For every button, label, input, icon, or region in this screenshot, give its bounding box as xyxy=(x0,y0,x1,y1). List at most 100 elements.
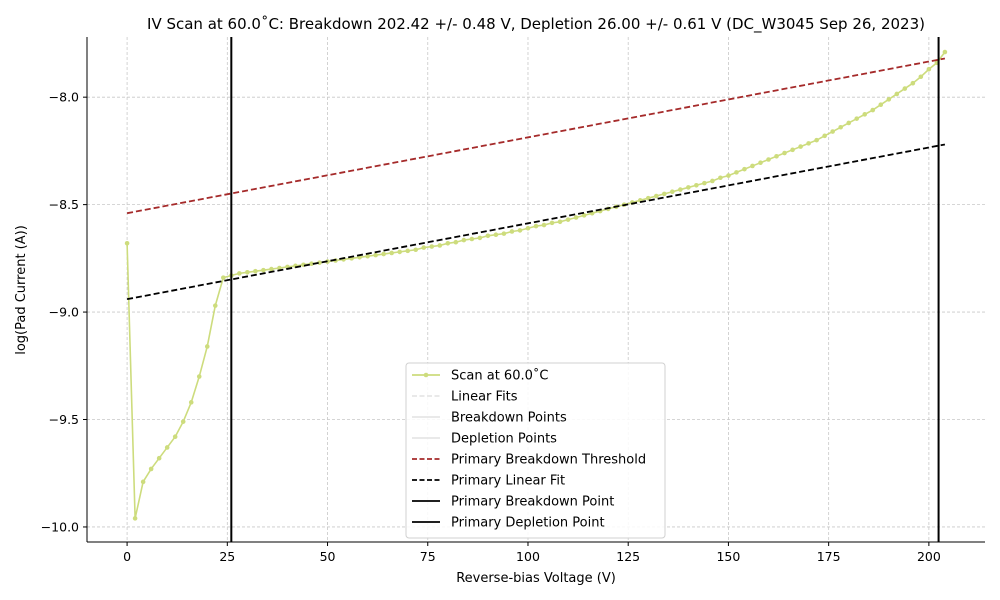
legend-label: Primary Linear Fit xyxy=(451,474,565,489)
y-tick-label: −8.0 xyxy=(49,90,79,105)
scan-data-point xyxy=(758,160,763,166)
scan-data-point xyxy=(397,249,402,255)
plot-area xyxy=(124,37,948,542)
scan-data-point xyxy=(910,80,916,86)
scan-data-point xyxy=(774,153,779,159)
x-tick-label: 100 xyxy=(516,549,540,564)
scan-data-point xyxy=(670,189,675,195)
scan-data-point xyxy=(509,229,515,234)
scan-data-point xyxy=(188,400,194,405)
scan-data-point xyxy=(790,147,795,153)
scan-data-point xyxy=(710,178,715,184)
scan-data-point xyxy=(477,235,483,241)
scan-data-point xyxy=(253,268,258,274)
scan-data-point xyxy=(245,270,250,275)
scan-data-point xyxy=(718,175,723,181)
x-tick-label: 0 xyxy=(123,549,131,564)
scan-data-point xyxy=(309,261,314,267)
scan-data-point xyxy=(533,223,539,229)
scan-data-point xyxy=(124,240,130,246)
scan-data-point xyxy=(421,245,427,250)
scan-data-point xyxy=(678,187,683,192)
scan-data-point xyxy=(645,195,651,201)
legend-label: Primary Breakdown Threshold xyxy=(451,453,646,468)
scan-data-point xyxy=(413,247,419,253)
scan-data-point xyxy=(846,120,851,126)
scan-data-point xyxy=(902,86,908,91)
scan-data-point xyxy=(204,344,210,349)
primary-breakdown-threshold-line xyxy=(126,57,946,215)
legend: Scan at 60.0˚C Linear Fits Breakdown Point… xyxy=(405,362,666,539)
scan-data-point xyxy=(221,275,226,280)
chart-title: IV Scan at 60.0˚C: Breakdown 202.42 +/- … xyxy=(147,15,925,34)
scan-data-point xyxy=(469,236,475,242)
scan-data-point xyxy=(261,267,266,273)
scan-data-point xyxy=(838,124,843,130)
scan-data-point xyxy=(429,244,435,249)
scan-data-point xyxy=(269,266,274,272)
scan-data-point xyxy=(702,180,707,186)
scan-data-point xyxy=(517,228,523,233)
scan-data-point xyxy=(237,271,242,276)
scan-data-point xyxy=(501,231,507,236)
scan-data-point xyxy=(694,182,699,188)
scan-data-point xyxy=(196,374,202,379)
legend-label: Primary Depletion Point xyxy=(451,516,605,531)
scan-data-point xyxy=(180,419,186,424)
scan-data-point xyxy=(798,144,803,149)
scan-data-point xyxy=(750,163,755,169)
scan-data-point xyxy=(573,215,579,220)
scan-data-point xyxy=(132,516,138,521)
scan-data-point xyxy=(830,129,835,134)
scan-data-point xyxy=(653,193,659,199)
scan-data-point xyxy=(926,66,932,72)
legend-label: Primary Breakdown Point xyxy=(451,495,614,510)
scan-data-point xyxy=(381,251,386,257)
scan-data-point xyxy=(405,248,411,254)
scan-data-point xyxy=(878,102,884,107)
x-tick-label: 200 xyxy=(917,549,941,564)
scan-data-point xyxy=(862,112,868,117)
scan-data-point xyxy=(541,222,547,228)
scan-data-point xyxy=(686,185,691,190)
legend-box xyxy=(405,362,666,539)
y-axis-title: log(Pad Current (A)) xyxy=(14,225,29,355)
y-tick-label: −8.5 xyxy=(49,197,79,212)
scan-data-point xyxy=(373,252,378,258)
scan-data-point xyxy=(485,233,491,239)
scan-data-point xyxy=(525,225,531,231)
scan-data-point xyxy=(782,150,787,156)
scan-data-point xyxy=(734,170,739,175)
scan-data-point xyxy=(164,445,170,450)
scan-data-point xyxy=(894,91,900,97)
legend-label: Breakdown Points xyxy=(451,411,567,426)
x-tick-label: 75 xyxy=(420,549,436,564)
y-tick-label: −9.5 xyxy=(49,412,79,427)
scan-data-point xyxy=(942,49,948,55)
scan-data-point xyxy=(854,116,860,121)
scan-data-point xyxy=(172,434,178,440)
scan-data-point xyxy=(445,240,451,246)
scan-data-point xyxy=(389,250,394,256)
scan-data-point xyxy=(814,137,819,143)
y-tick-label: −10.0 xyxy=(41,519,79,534)
scan-data-point xyxy=(365,253,370,259)
y-tick-label: −9.0 xyxy=(49,305,79,320)
legend-label: Linear Fits xyxy=(451,390,518,405)
scan-data-point xyxy=(726,173,731,178)
x-tick-label: 25 xyxy=(219,549,235,564)
x-tick-label: 150 xyxy=(716,549,740,564)
scan-data-point xyxy=(822,133,827,139)
scan-data-point xyxy=(549,220,555,226)
scan-data-point xyxy=(437,243,443,248)
scan-data-point xyxy=(461,237,467,243)
scan-data-point xyxy=(453,239,459,245)
axes xyxy=(86,37,985,543)
scan-data-point xyxy=(806,141,811,146)
legend-label: Depletion Points xyxy=(451,432,557,447)
scan-data-point xyxy=(918,74,924,80)
scan-data-point xyxy=(140,479,146,485)
scan-data-point xyxy=(581,213,587,218)
scan-data-point xyxy=(886,97,892,102)
